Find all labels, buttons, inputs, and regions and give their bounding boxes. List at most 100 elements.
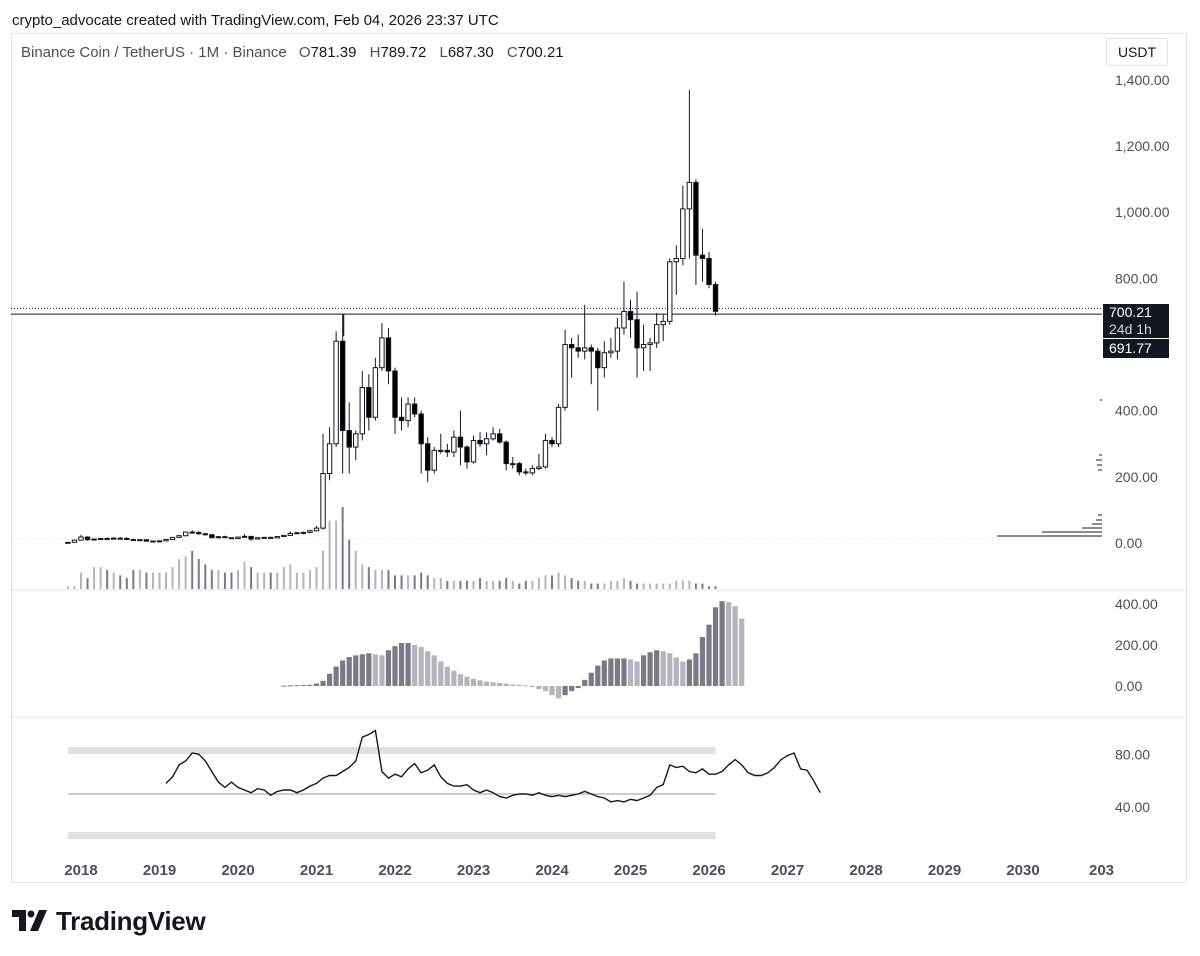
oscillator-bar [464,676,470,686]
candle-body-down [124,537,130,541]
oscillator-bar [667,653,673,686]
tradingview-logo[interactable]: TradingView [12,905,206,937]
volume-bar [485,580,488,589]
rsi-upper-band [68,747,716,754]
candle-body-down [588,347,594,352]
candle-body-down [496,433,503,443]
candle-body-down [143,539,150,542]
oscillator-bar [418,647,424,686]
volume-bar [668,583,671,589]
symbol-legend: Binance Coin / TetherUS · 1M · Binance O… [21,44,573,61]
volume-bar [570,578,573,589]
volume-bar [250,567,253,589]
volume-bar [596,583,599,589]
candle-body-up [438,449,444,452]
volume-bar [197,558,200,589]
oscillator-bar [516,684,522,686]
candle-body-down [523,471,529,474]
volume-bar [80,572,82,589]
candle-body-up [640,344,647,349]
volume-bar [413,575,416,589]
time-axis-label: 203 [1089,862,1114,879]
candle-body-up [647,342,653,346]
oscillator-axis-label: 200.00 [1115,637,1158,653]
oscillator-bar [392,646,398,686]
oscillator-bar [457,674,464,686]
oscillator-bar [490,682,496,686]
candle-body-up [182,531,189,537]
candle-body-up [274,536,280,539]
candle-body-down [444,449,451,453]
rsi-line [165,729,821,803]
oscillator-axis-label: 400.00 [1115,596,1158,612]
volume-bar [622,578,625,589]
time-axis-label: 2026 [692,862,725,879]
oscillator-bar [555,686,562,699]
candle-body-up [680,208,686,260]
candle-body-down [457,436,464,448]
oscillator-bar [640,655,647,686]
ohlc-close: C700.21 [506,44,564,61]
volume-bar [335,520,338,589]
oscillator-bar [719,601,725,686]
rsi-lower-band [68,832,716,839]
oscillator-bar [366,653,372,686]
volume-bar [655,583,658,589]
volume-bar [537,578,540,589]
volume-bar [178,558,181,589]
volume-bar [125,578,128,589]
candle-body-up [353,433,359,448]
volume-bar [308,569,311,589]
candle-body-up [215,536,222,539]
time-axis-label: 2018 [64,862,97,879]
volume-bar [315,567,318,589]
volume-bar [184,556,187,589]
volume-bar [276,572,279,589]
ohlc-high: H789.72 [369,44,427,61]
candle-body-up [431,449,437,471]
candle-body-up [490,433,496,440]
candle-body-up [582,347,588,352]
candle-body-up [97,538,104,541]
volume-bar [302,572,305,589]
rsi-axis-label: 80.00 [1115,746,1150,762]
volume-bar [145,572,148,589]
oscillator-bar [398,643,405,686]
oscillator-bar [385,650,392,686]
candle-body-down [189,531,195,534]
volume-bar [328,520,331,589]
candle-body-up [241,535,248,538]
candle-body-up [300,531,307,534]
chart-credit: crypto_advocate created with TradingView… [12,12,499,29]
volume-bar [289,564,292,589]
volume-bar [204,564,207,589]
candle-body-up [313,527,320,532]
time-axis-label: 2030 [1006,862,1039,879]
oscillator-bar [726,602,732,686]
volume-bar [629,580,632,589]
price-axis-label: 800.00 [1115,270,1158,286]
volume-bar [132,569,135,589]
candle-body-down [712,284,719,312]
volume-bar [237,569,239,589]
currency-button[interactable]: USDT [1106,38,1168,66]
volume-bar [531,580,534,589]
candle-body-up [562,344,568,408]
price-axis-label: 1,200.00 [1115,138,1170,154]
volume-bar [701,583,704,589]
volume-bar [557,572,560,589]
candle-body-up [536,466,542,470]
candle-body-up [601,352,608,369]
volume-bar [609,580,612,589]
time-axis-label: 2029 [928,862,961,879]
candle-body-down [196,531,202,535]
symbol-name[interactable]: Binance Coin / TetherUS · 1M · Binance [21,44,287,61]
volume-bar [374,569,377,589]
candle-body-up [451,436,457,453]
candle-body-up [510,463,516,466]
volume-bar [263,572,266,589]
candle-body-up [372,367,379,418]
candle-body-up [653,324,660,344]
volume-bar [694,583,697,589]
